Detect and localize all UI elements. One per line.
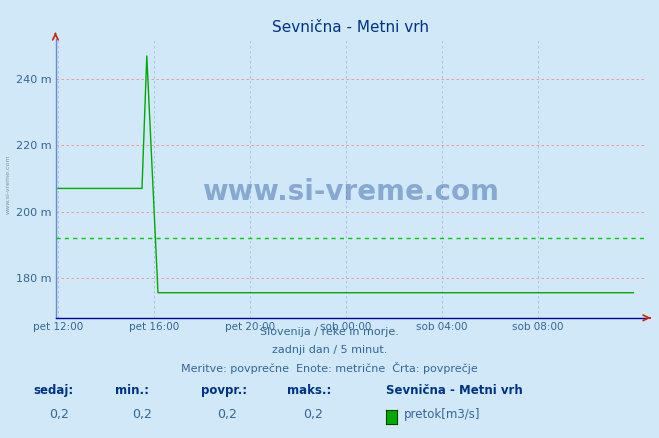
Text: Slovenija / reke in morje.: Slovenija / reke in morje. [260,327,399,337]
Text: povpr.:: povpr.: [201,384,247,397]
Text: www.si-vreme.com: www.si-vreme.com [5,154,11,214]
Text: 0,2: 0,2 [217,408,237,421]
Text: sedaj:: sedaj: [33,384,73,397]
Text: maks.:: maks.: [287,384,331,397]
Text: 0,2: 0,2 [49,408,69,421]
Title: Sevnična - Metni vrh: Sevnična - Metni vrh [272,21,430,35]
Text: min.:: min.: [115,384,150,397]
Text: 0,2: 0,2 [303,408,323,421]
Text: pretok[m3/s]: pretok[m3/s] [404,408,480,421]
Text: zadnji dan / 5 minut.: zadnji dan / 5 minut. [272,346,387,356]
Text: Sevnična - Metni vrh: Sevnična - Metni vrh [386,384,523,397]
Text: www.si-vreme.com: www.si-vreme.com [202,178,500,206]
Text: 0,2: 0,2 [132,408,152,421]
Text: Meritve: povprečne  Enote: metrične  Črta: povprečje: Meritve: povprečne Enote: metrične Črta:… [181,362,478,374]
